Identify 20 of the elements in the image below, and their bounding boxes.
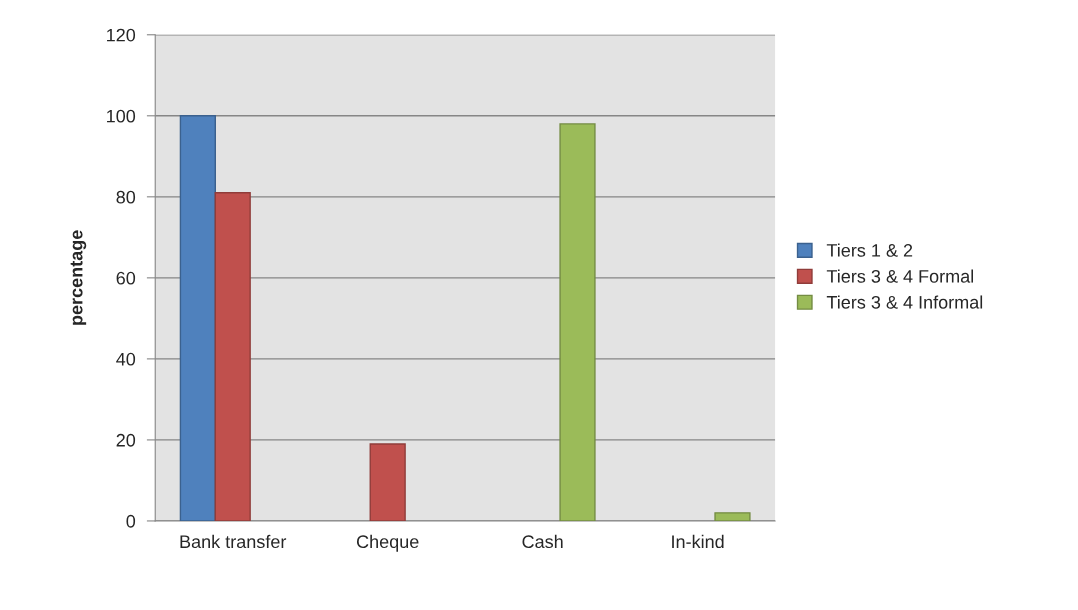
- legend-label: Tiers 3 & 4 Formal: [826, 269, 974, 283]
- y-axis-title: percentage: [70, 230, 87, 325]
- y-tick-label: 60: [116, 271, 136, 285]
- y-tick-label: 20: [116, 433, 136, 447]
- x-tick-label: In-kind: [672, 534, 724, 549]
- x-tick-label: Bank transfer: [180, 534, 287, 549]
- bar: [369, 443, 406, 521]
- legend-label: Tiers 1 & 2: [826, 243, 913, 257]
- bar: [179, 115, 216, 521]
- bar: [714, 512, 751, 521]
- y-tick-label: 80: [116, 190, 136, 204]
- y-tick-label: 120: [107, 28, 136, 42]
- legend-label: Tiers 3 & 4 Informal: [826, 295, 983, 309]
- bar: [559, 123, 596, 521]
- y-tick-label: 100: [107, 109, 136, 123]
- x-tick-label: Cheque: [356, 534, 419, 552]
- bar: [214, 192, 251, 521]
- y-tick-label: 40: [116, 352, 136, 366]
- y-tick-label: 0: [126, 514, 136, 528]
- x-tick-label: Cash: [522, 534, 563, 549]
